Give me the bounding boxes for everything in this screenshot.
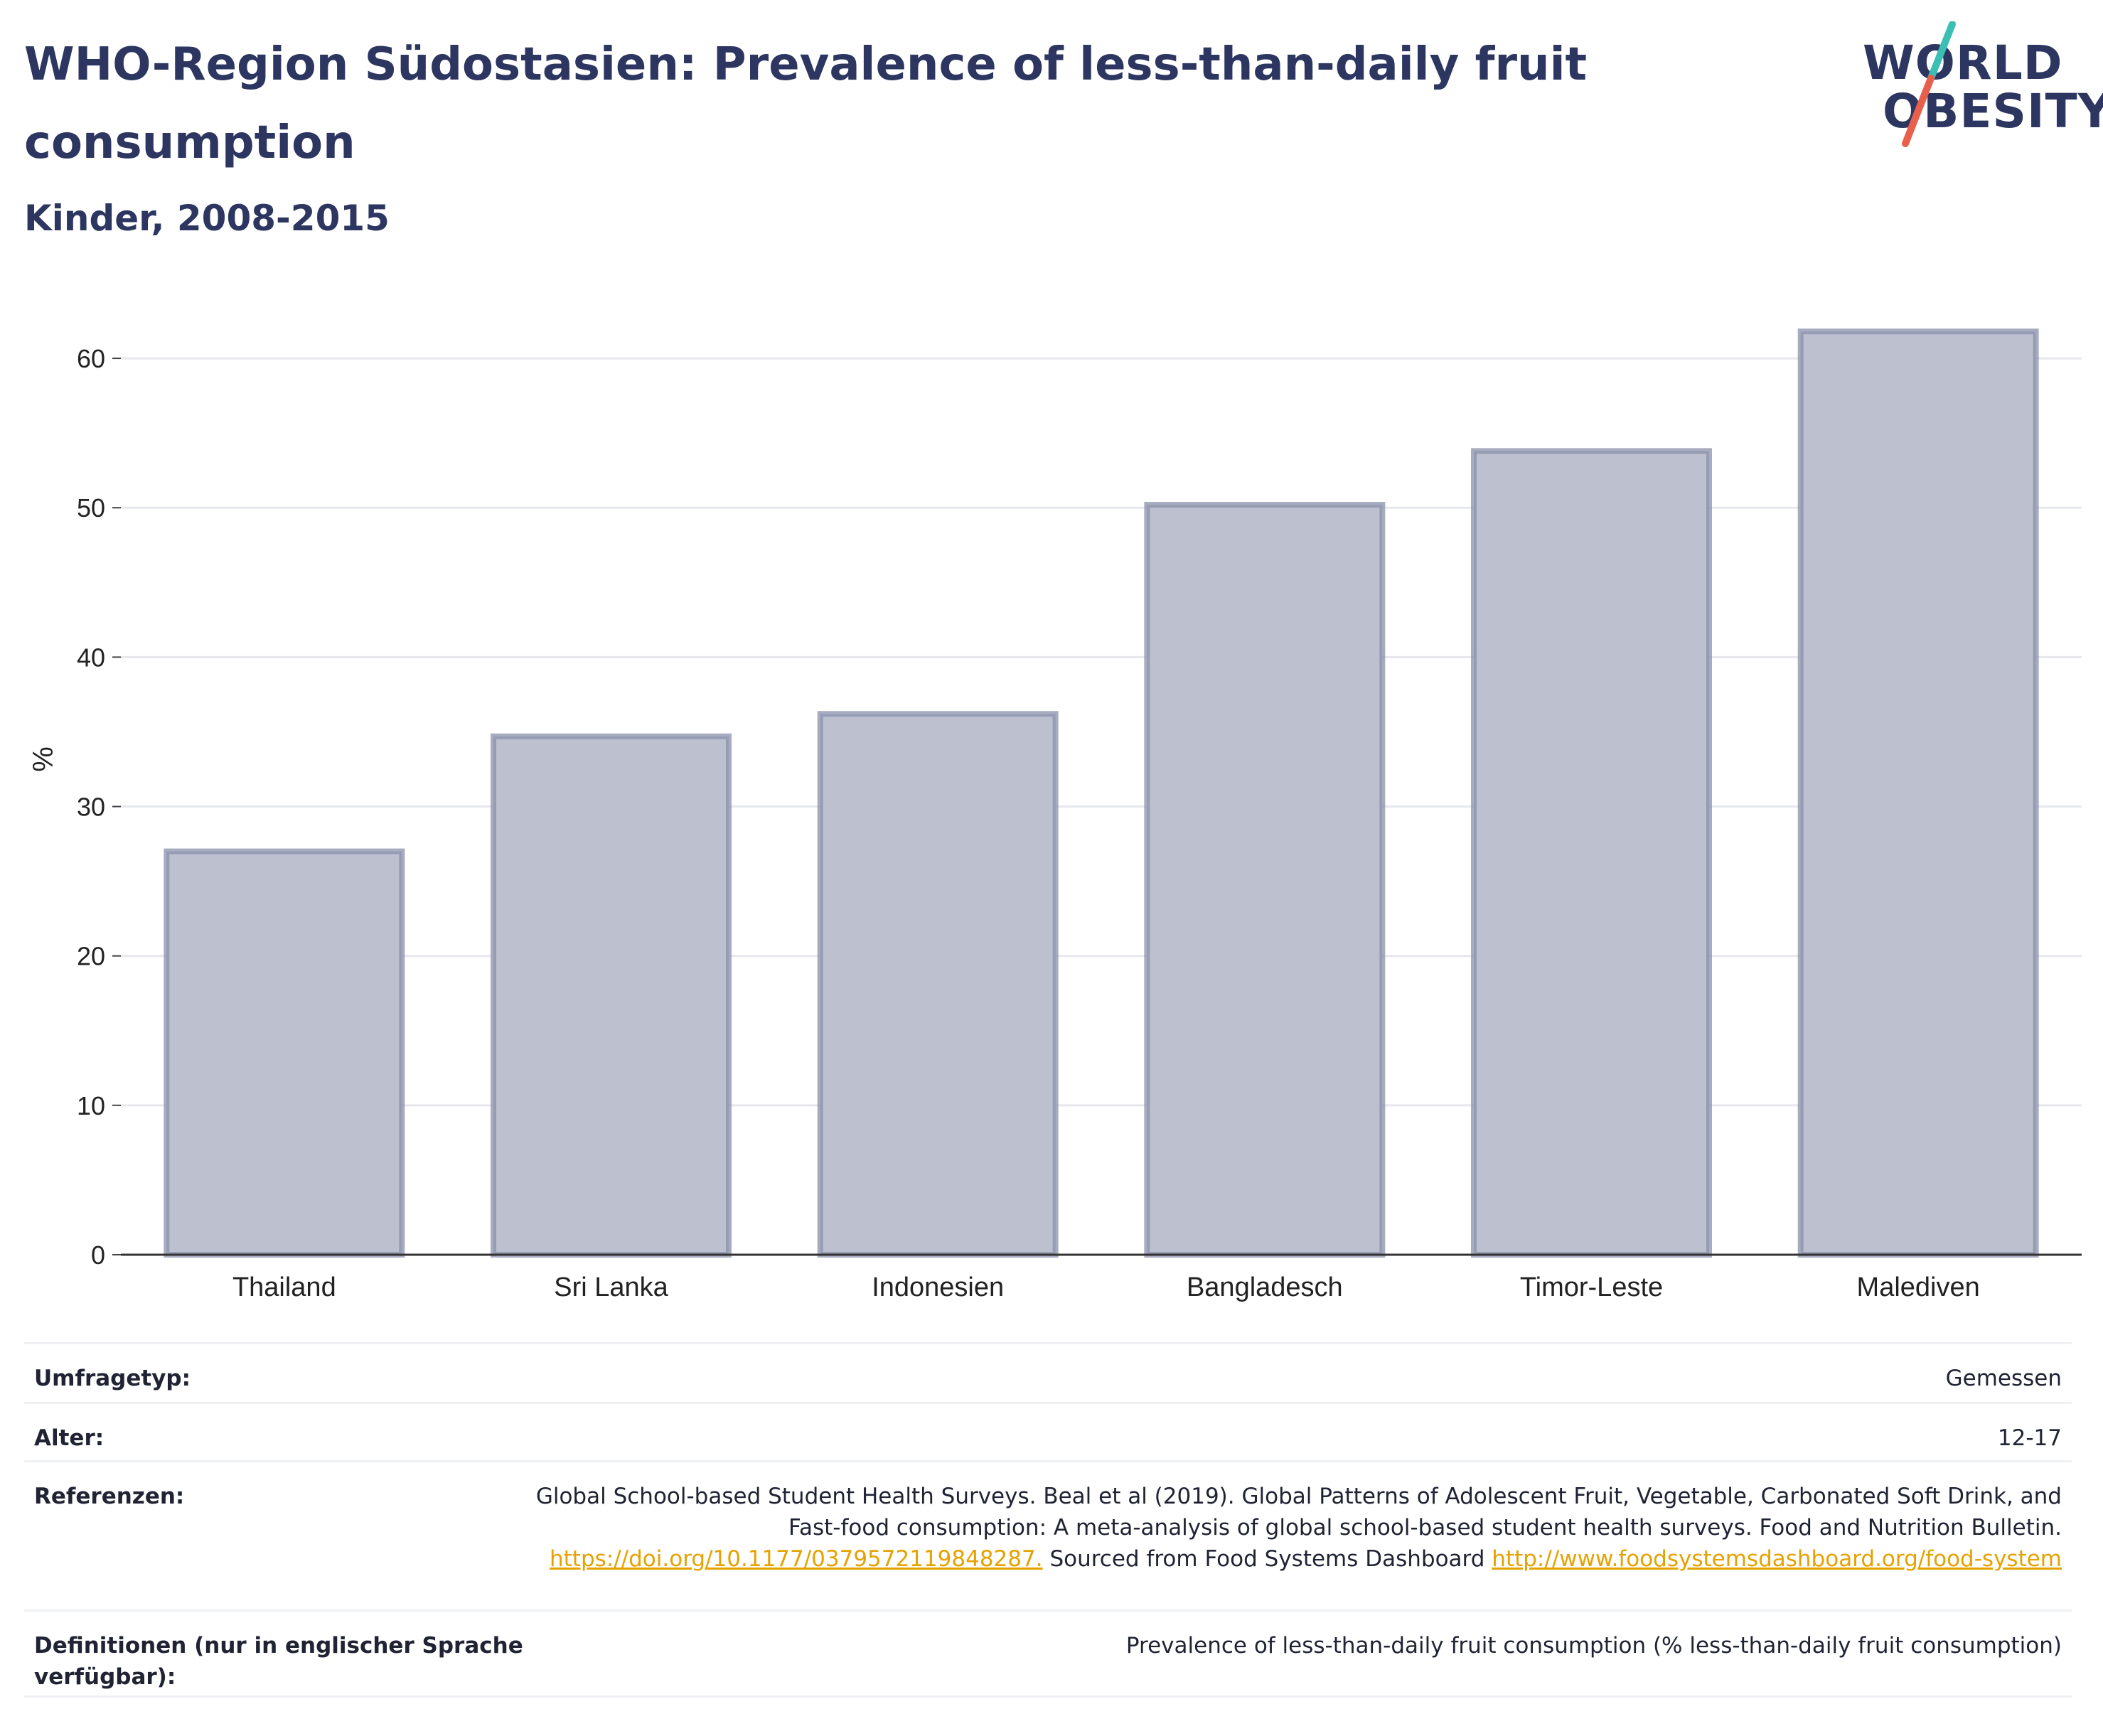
references-doi-link[interactable]: https://doi.org/10.1177/0379572119848287… [550,1546,1043,1572]
x-tick-label: Sri Lanka [554,1272,668,1302]
bar-sri-lanka[interactable] [491,733,732,1258]
survey-type-label: Umfragetyp: [34,1366,191,1391]
references-text-2: Sourced from Food Systems Dashboard [1049,1546,1485,1572]
y-tick-label: 60 [77,344,105,373]
bar-thailand[interactable] [164,848,405,1258]
bar-bangladesch[interactable] [1144,502,1386,1258]
info-table: Umfragetyp: Gemessen Alter: 12-17 Refere… [24,1342,2072,1698]
references-value: Global School-based Student Health Surve… [533,1481,2062,1609]
definitions-label: Definitionen (nur in englischer Sprache … [34,1633,523,1690]
logo-line-world: WORLD [1863,36,2063,90]
info-row-definitions: Definitionen (nur in englischer Sprache … [24,1609,2072,1698]
x-tick-label: Bangladesch [1187,1272,1343,1302]
definitions-value: Prevalence of less-than-daily fruit cons… [1125,1633,2062,1659]
references-label: Referenzen: [34,1484,185,1509]
x-tick-label: Malediven [1857,1272,1980,1302]
y-tick-label: 50 [77,493,105,523]
x-tick-label: Timor-Leste [1520,1272,1663,1302]
x-tick-label: Thailand [232,1272,336,1302]
bar-chart: 0 10 20 30 40 50 60 Thailand Sri Lanka Indonesien… [28,328,2082,1302]
bar-indonesien[interactable] [817,711,1059,1258]
page-title: WHO-Region Südostasien: Prevalence of le… [24,38,1588,169]
y-tick-label: 30 [77,793,105,822]
bars [164,328,2039,1258]
survey-type-value: Gemessen [1945,1366,2062,1391]
age-value: 12-17 [1997,1425,2062,1451]
age-label: Alter: [34,1425,105,1451]
bar-malediven[interactable] [1797,328,2039,1258]
gridlines [121,357,2082,1107]
info-row-survey-type: Umfragetyp: Gemessen [24,1342,2072,1402]
world-obesity-logo: WORLD OBESITY [1848,21,2103,149]
x-tick-label: Indonesien [872,1272,1004,1302]
y-tick-label: 10 [77,1091,105,1120]
info-row-age: Alter: 12-17 [24,1402,2072,1460]
logo-slash-icon [1902,21,1956,147]
y-tick-label: 20 [77,942,105,971]
y-tick-label: 40 [77,643,105,672]
bar-timor-leste[interactable] [1471,448,1712,1258]
info-row-references: Referenzen: Global School-based Student … [24,1460,2072,1609]
references-dashboard-link[interactable]: http://www.foodsystemsdashboard.org/food… [1492,1546,2062,1572]
page-subtitle: Kinder, 2008-2015 [24,198,390,239]
references-text-1: Global School-based Student Health Surve… [535,1484,2062,1541]
axes: 0 10 20 30 40 50 60 Thailand Sri Lanka Indonesien… [77,344,2082,1302]
y-tick-label: 0 [91,1241,105,1270]
y-axis-title: % [28,746,59,772]
